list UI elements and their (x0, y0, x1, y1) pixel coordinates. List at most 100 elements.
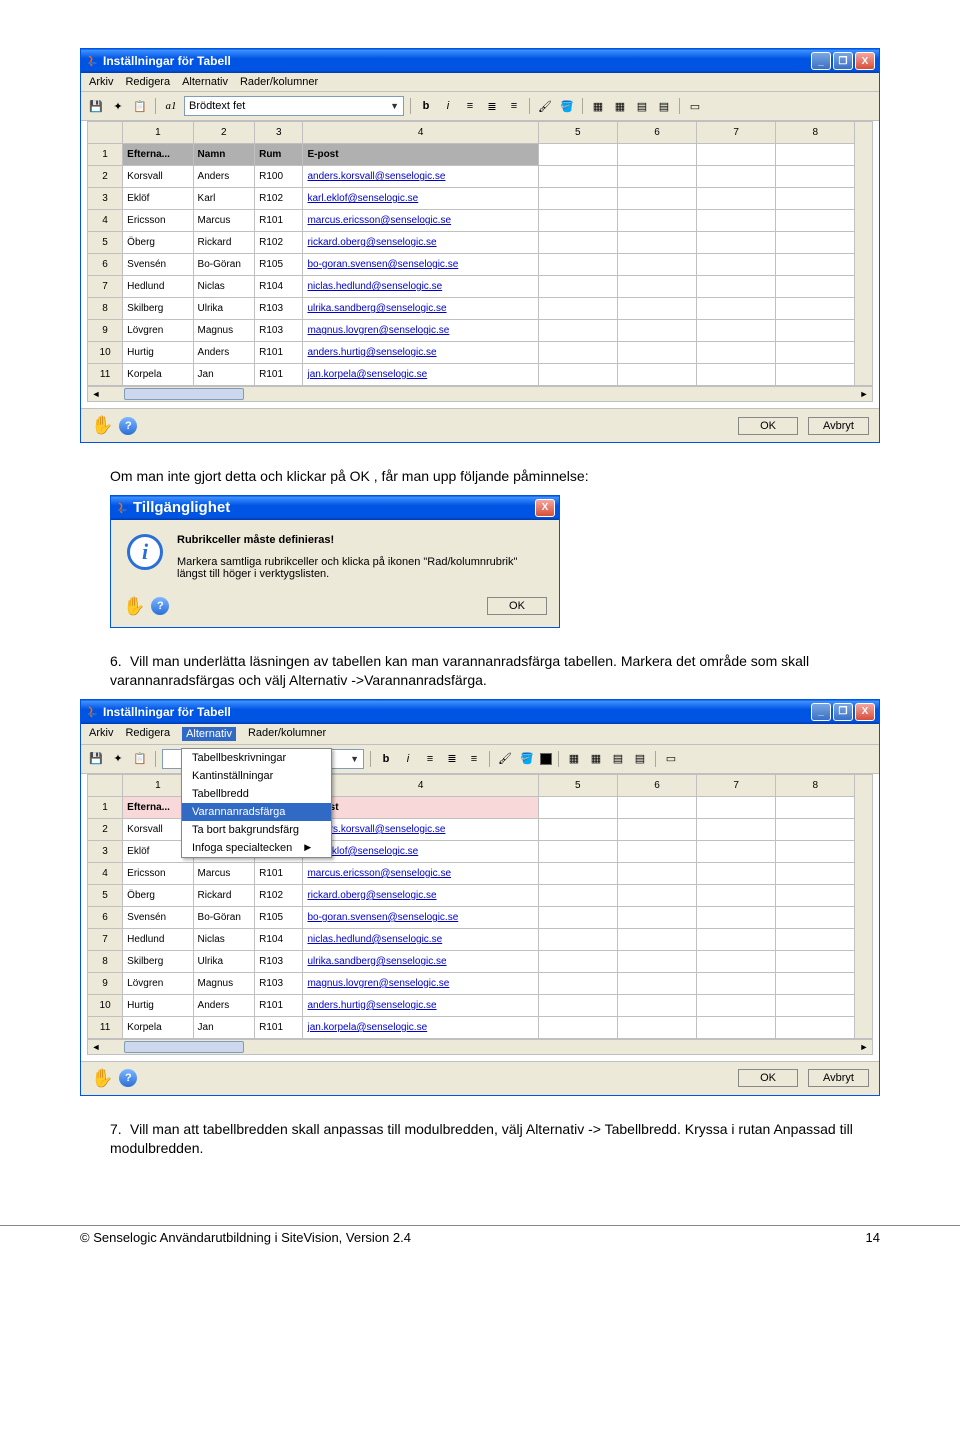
wand-icon[interactable]: ✦ (109, 750, 127, 768)
menu-rader[interactable]: Rader/kolumner (240, 76, 318, 88)
maximize-button[interactable]: ❐ (833, 703, 853, 721)
table-row[interactable]: 4 Ericsson Marcus R101 marcus.ericsson@s… (88, 862, 873, 884)
delete-col-icon[interactable]: ▦ (587, 750, 605, 768)
email-cell[interactable]: bo-goran.svensen@senselogic.se (303, 906, 538, 928)
delete-row-icon[interactable]: ▤ (631, 750, 649, 768)
email-cell[interactable]: anders.hurtig@senselogic.se (303, 994, 538, 1016)
help-icon[interactable]: ? (119, 1069, 137, 1087)
font-select[interactable]: Brödtext fet ▼ (184, 96, 404, 116)
horizontal-scrollbar[interactable]: ◄► (87, 1039, 873, 1055)
paint-icon[interactable]: 🖌 (536, 97, 554, 115)
dialog-titlebar[interactable]: Tillgänglighet X (111, 496, 559, 520)
paste-icon[interactable]: 📋 (131, 750, 149, 768)
table-row[interactable]: 2 Korsvall Anders R100 anders.korsvall@s… (88, 166, 873, 188)
titlebar[interactable]: Inställningar för Tabell _ ❐ X (81, 700, 879, 724)
email-cell[interactable]: magnus.lovgren@senselogic.se (303, 320, 538, 342)
menu-arkiv[interactable]: Arkiv (89, 76, 113, 88)
table-row[interactable]: 8 Skilberg Ulrika R103 ulrika.sandberg@s… (88, 298, 873, 320)
table-row[interactable]: 10 Hurtig Anders R101 anders.hurtig@sens… (88, 994, 873, 1016)
fill-icon[interactable]: 🪣 (558, 97, 576, 115)
table-row[interactable]: 5 Öberg Rickard R102 rickard.oberg@sense… (88, 884, 873, 906)
email-cell[interactable]: karl.eklof@senselogic.se (303, 188, 538, 210)
bold-icon[interactable]: b (377, 750, 395, 768)
dialog-ok-button[interactable]: OK (487, 597, 547, 615)
email-cell[interactable]: marcus.ericsson@senselogic.se (303, 862, 538, 884)
dropdown-item[interactable]: Tabellbredd (182, 785, 331, 803)
insert-row-icon[interactable]: ▤ (609, 750, 627, 768)
table-row[interactable]: 10 Hurtig Anders R101 anders.hurtig@sens… (88, 342, 873, 364)
table-row[interactable]: 7 Hedlund Niclas R104 niclas.hedlund@sen… (88, 928, 873, 950)
menu-rader[interactable]: Rader/kolumner (248, 727, 326, 741)
save-icon[interactable]: 💾 (87, 750, 105, 768)
vertical-scrollbar[interactable] (855, 774, 873, 1038)
cancel-button[interactable]: Avbryt (808, 417, 869, 435)
table-row[interactable]: 4 Ericsson Marcus R101 marcus.ericsson@s… (88, 210, 873, 232)
dropdown-item[interactable]: Infoga specialtecken▶ (182, 839, 331, 857)
email-cell[interactable]: anders.hurtig@senselogic.se (303, 342, 538, 364)
email-cell[interactable]: niclas.hedlund@senselogic.se (303, 928, 538, 950)
ok-button[interactable]: OK (738, 1069, 798, 1087)
minimize-button[interactable]: _ (811, 703, 831, 721)
table-row[interactable]: 8 Skilberg Ulrika R103 ulrika.sandberg@s… (88, 950, 873, 972)
accessibility-icon[interactable]: ✋ (91, 415, 113, 436)
fill-icon[interactable]: 🪣 (518, 750, 536, 768)
table-row[interactable]: 7 Hedlund Niclas R104 niclas.hedlund@sen… (88, 276, 873, 298)
menu-redigera[interactable]: Redigera (125, 76, 170, 88)
close-button[interactable]: X (855, 703, 875, 721)
wand-icon[interactable]: ✦ (109, 97, 127, 115)
help-icon[interactable]: ? (119, 417, 137, 435)
insert-row-icon[interactable]: ▤ (633, 97, 651, 115)
save-icon[interactable]: 💾 (87, 97, 105, 115)
email-cell[interactable]: marcus.ericsson@senselogic.se (303, 210, 538, 232)
maximize-button[interactable]: ❐ (833, 52, 853, 70)
align-center-icon[interactable]: ≣ (443, 750, 461, 768)
delete-row-icon[interactable]: ▤ (655, 97, 673, 115)
dropdown-item[interactable]: Tabellbeskrivningar (182, 749, 331, 767)
paste-icon[interactable]: 📋 (131, 97, 149, 115)
help-icon[interactable]: ? (151, 597, 169, 615)
dialog-close-button[interactable]: X (535, 499, 555, 517)
align-left-icon[interactable]: ≡ (461, 97, 479, 115)
table-row[interactable]: 11 Korpela Jan R101 jan.korpela@senselog… (88, 364, 873, 386)
table-row[interactable]: 9 Lövgren Magnus R103 magnus.lovgren@sen… (88, 320, 873, 342)
color-swatch[interactable] (540, 753, 552, 765)
titlebar[interactable]: Inställningar för Tabell _ ❐ X (81, 49, 879, 73)
paint-icon[interactable]: 🖌 (496, 750, 514, 768)
table-row[interactable]: 9 Lövgren Magnus R103 magnus.lovgren@sen… (88, 972, 873, 994)
email-cell[interactable]: rickard.oberg@senselogic.se (303, 884, 538, 906)
ok-button[interactable]: OK (738, 417, 798, 435)
cancel-button[interactable]: Avbryt (808, 1069, 869, 1087)
accessibility-icon[interactable]: ✋ (91, 1068, 113, 1089)
header-row-icon[interactable]: ▭ (686, 97, 704, 115)
email-cell[interactable]: anders.korsvall@senselogic.se (303, 818, 538, 840)
email-cell[interactable]: ulrika.sandberg@senselogic.se (303, 298, 538, 320)
insert-col-icon[interactable]: ▦ (589, 97, 607, 115)
email-cell[interactable]: anders.korsvall@senselogic.se (303, 166, 538, 188)
table-row[interactable]: 6 Svensén Bo-Göran R105 bo-goran.svensen… (88, 906, 873, 928)
dropdown-item[interactable]: Varannanradsfärga (182, 803, 331, 821)
table-row[interactable]: 6 Svensén Bo-Göran R105 bo-goran.svensen… (88, 254, 873, 276)
bold-icon[interactable]: b (417, 97, 435, 115)
email-cell[interactable]: karl.eklof@senselogic.se (303, 840, 538, 862)
table-row[interactable]: 3 Eklöf Karl R102 karl.eklof@senselogic.… (88, 188, 873, 210)
italic-icon[interactable]: i (439, 97, 457, 115)
menu-redigera[interactable]: Redigera (125, 727, 170, 741)
menu-arkiv[interactable]: Arkiv (89, 727, 113, 741)
italic-icon[interactable]: i (399, 750, 417, 768)
dropdown-item[interactable]: Ta bort bakgrundsfärg (182, 821, 331, 839)
email-cell[interactable]: jan.korpela@senselogic.se (303, 364, 538, 386)
delete-col-icon[interactable]: ▦ (611, 97, 629, 115)
font-style-icon[interactable]: a1 (162, 97, 180, 115)
align-right-icon[interactable]: ≡ (465, 750, 483, 768)
align-center-icon[interactable]: ≣ (483, 97, 501, 115)
table-row[interactable]: 5 Öberg Rickard R102 rickard.oberg@sense… (88, 232, 873, 254)
header-row-icon[interactable]: ▭ (662, 750, 680, 768)
menu-alternativ[interactable]: Alternativ (182, 76, 228, 88)
vertical-scrollbar[interactable] (855, 122, 873, 386)
dropdown-item[interactable]: Kantinställningar (182, 767, 331, 785)
accessibility-icon[interactable]: ✋ (123, 596, 145, 617)
email-cell[interactable]: bo-goran.svensen@senselogic.se (303, 254, 538, 276)
email-cell[interactable]: rickard.oberg@senselogic.se (303, 232, 538, 254)
horizontal-scrollbar[interactable]: ◄► (87, 386, 873, 402)
email-cell[interactable]: ulrika.sandberg@senselogic.se (303, 950, 538, 972)
